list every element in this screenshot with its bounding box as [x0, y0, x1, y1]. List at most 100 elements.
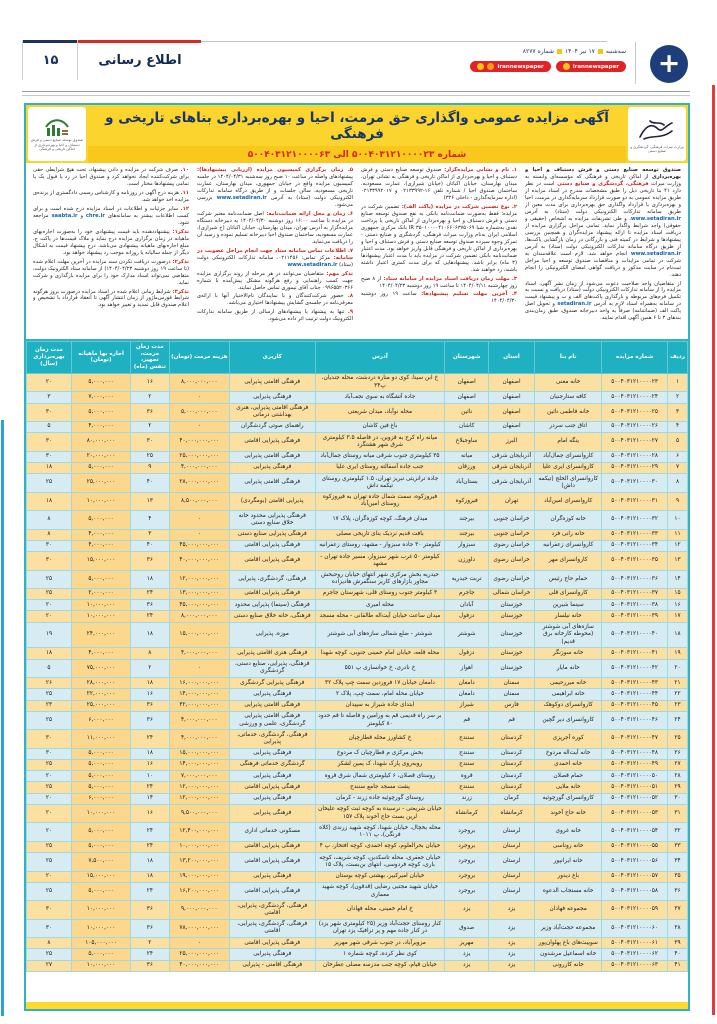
table-cell: ۳۰ [26, 729, 72, 749]
table-cell: ۱۵,۰۰۰,۰۰۰,۰۰۰ [168, 621, 231, 649]
table-cell: ۲۵ [26, 852, 72, 872]
table-cell: ۹ [667, 491, 688, 512]
table-cell: ۵,۰۰۰,۰۰۰ [70, 569, 132, 589]
table-cell: ۱۶ [667, 599, 688, 612]
table-cell: دامغان خیابان ۱۷ فروردین سمت چپ پلاک ۳۲ [314, 677, 446, 690]
table-cell: فرهنگی پذیرایی اقامتی [229, 432, 316, 452]
ad-header: وزارت میراث فرهنگی، گردشگری و صنایع دستی… [26, 105, 688, 163]
table-cell: ۵۰۰۴۰۳۱۲۱۰۰۰۰۴۷ [601, 729, 669, 749]
column-header: استان [487, 341, 536, 374]
table-cell: ۱۳,۲۰۰,۰۰۰,۰۰۰ [168, 852, 231, 872]
table-cell: محله امیری [314, 599, 446, 612]
table-cell: ۲۴ [130, 822, 170, 842]
calligraphy-emblem-icon [639, 119, 673, 140]
table-cell: ۳۰ [26, 551, 72, 571]
table-cell: ۳۶ [130, 699, 170, 712]
table-cell: خوزستان [487, 610, 536, 623]
table-cell: خراسان رضوی [487, 569, 536, 589]
table-cell: پشت مسجد جامع سنندج [314, 781, 446, 794]
table-cell: لرستان [487, 822, 536, 842]
table-cell: ۲۵ [26, 781, 72, 794]
table-row: ۲۱ ۵۰۰۴۰۳۱۲۱۰۰۰۰۴۳ خانه میررحیمی سمنان دامغا… [26, 677, 688, 690]
table-cell: ۲۴,۰۰۰,۰۰۰ [70, 621, 132, 649]
table-cell: تربت حیدریه [444, 569, 489, 589]
table-cell: ابتدای جاده شیراز به سپیدان [314, 699, 446, 712]
table-cell: ۱۸ [130, 870, 170, 883]
ad-number-line: شماره ۵۰۰۴۰۳۱۲۱۰۰۰۰۲۳ الی ۵۰۰۴۰۳۱۲۱۰۰۰۰۶… [88, 146, 626, 163]
table-row: ۴۰ ۵۰۰۴۰۳۱۲۱۰۰۰۰۶۲ خانه اسماعیل مرشدون یزد ی… [26, 948, 688, 961]
table-cell: ۳۵ کیلومتری جنوب شرقی میانه روستای جمال‌… [314, 450, 446, 463]
table-cell: خانه روناسی [534, 840, 603, 854]
table-cell: ۵,۰۰۰,۰۰۰ [70, 840, 132, 854]
table-cell: ۳۰ [26, 432, 72, 452]
table-cell: ۲۲,۰۰۰,۰۰۰ [70, 688, 132, 701]
table-row: ۲۲ ۵۰۰۴۰۳۱۲۱۰۰۰۰۴۴ خانه ابراهیمی سمنان دامغا… [26, 688, 688, 701]
table-row: ۳۵ ۵۰۰۴۰۳۱۲۱۰۰۰۰۵۷ باغ دیدور لرستان بروجرد خی… [26, 870, 688, 883]
auction-ad: وزارت میراث فرهنگی، گردشگری و صنایع دستی… [24, 103, 690, 1011]
social-badges: irannewspaper irannewspaper [436, 61, 626, 72]
table-cell: بروجرد [444, 822, 489, 842]
table-cell: سمنان [487, 688, 536, 701]
table-cell: کاروانسرای امین‌آباد [534, 491, 603, 512]
table-cell: سنندج [444, 729, 489, 749]
table-cell: شوشتر [444, 621, 489, 649]
table-cell: کرمانشاه [487, 803, 536, 824]
table-cell: ۲۷ [26, 959, 72, 972]
table-cell: شوشتر - ضلع شمالی سازه‌های آبی شوشتر [314, 621, 446, 649]
table-cell: کاروانسرای مهر [534, 551, 603, 571]
table-cell: ۲۵ [26, 569, 72, 589]
table-cell: ۱۲,۴۰۰,۰۰۰,۰۰۰ [168, 822, 231, 842]
intro-column-4: ۱۰. صرف شرکت در مزایده و دادن پیشنهاد، ت… [33, 167, 189, 309]
table-row: ۸ ۵۰۰۴۰۳۱۲۱۰۰۰۰۳۰ کاروانسرای الخلج (تیکمه … [26, 473, 688, 493]
table-cell: بستان‌آباد [444, 473, 489, 493]
table-cell: فرهنگی پذیرایی [229, 948, 316, 961]
table-cell: ۲۵,۰۰۰,۰۰۰ [70, 473, 132, 493]
table-cell: خانه مایار [534, 658, 603, 679]
table-cell: ۴۰,۰۰۰,۰۰۰,۰۰۰ [168, 959, 231, 972]
table-row: ۱۱ ۵۰۰۴۰۳۱۲۱۰۰۰۰۳۳ خانه رانی فرد خراسان جنو… [26, 528, 688, 541]
table-cell: خراسان جنوبی [487, 528, 536, 541]
table-cell: ۳۸ [667, 918, 688, 939]
table-cell: موزه، پذیرایی [229, 621, 316, 649]
table-cell: کردستان [487, 770, 536, 783]
table-cell: سنندج [444, 758, 489, 772]
table-cell: خ کشاورز محله قطارچیان [314, 729, 446, 749]
table-cell: ۴,۰۰۰,۰۰۰,۰۰۰ [168, 647, 231, 660]
table-cell: ۴ [667, 420, 688, 434]
column-header: نام بنا [534, 341, 603, 374]
table-cell: ۲۵ [667, 729, 688, 749]
table-cell: ۵ [26, 420, 72, 434]
table-cell: ۴۰ [130, 473, 170, 493]
table-cell: ۵۰۰۴۰۳۱۲۱۰۰۰۰۳۹ [601, 610, 669, 623]
table-row: ۷ ۵۰۰۴۰۳۱۲۱۰۰۰۰۲۹ کاروانسرای ایری علیا آذرب… [26, 461, 688, 475]
masthead-red-rule [77, 40, 201, 43]
table-cell: ۵,۰۰۰,۰۰۰ [70, 402, 132, 422]
table-cell: ۰ [168, 391, 231, 404]
table-cell: ۵۰۰۴۰۳۱۲۱۰۰۰۰۴۲ [601, 658, 669, 679]
table-cell: محله قلعه، خیابان امام خمینی جنوبی، کوچه… [314, 647, 446, 660]
table-cell: مهریز [444, 937, 489, 950]
table-cell: دزفول [444, 610, 489, 623]
table-cell: ۳۰ [26, 747, 72, 760]
table-cell: ۳۰ [26, 402, 72, 422]
table-cell: محله نوآباد، میدان شریعتی [314, 402, 446, 422]
table-cell: یزد [487, 948, 536, 961]
separator-square [597, 49, 603, 54]
ministry-logo-caption: وزارت میراث فرهنگی، گردشگری و صنایع دستی [630, 144, 684, 153]
table-cell: حمام حاج رئیس [534, 569, 603, 589]
table-cell: ۱۰ [667, 510, 688, 530]
table-cell: ۰ [168, 420, 231, 434]
table-cell: ۴۵,۰۰۰,۰۰۰,۰۰۰ [168, 599, 231, 612]
column-header: شماره مزایده [601, 341, 669, 374]
table-cell: تهران [487, 491, 536, 512]
table-cell: ۲۰ [26, 822, 72, 842]
table-cell: سنندج [444, 747, 489, 760]
table-cell: ۱۰ [130, 770, 170, 783]
table-cell: فرهنگی، گردشگری، پذیرایی [229, 569, 316, 589]
table-cell: ۲۴ [130, 840, 170, 854]
table-cell: ۴ [130, 510, 170, 530]
table-cell: خوزستان [487, 599, 536, 612]
table-cell: لرستان [487, 870, 536, 883]
date: ۱۷ تیر ۱۴۰۴ [564, 48, 595, 55]
table-cell: فرهنگی، گردشگری، پذیرایی، اقامتی [229, 900, 316, 920]
